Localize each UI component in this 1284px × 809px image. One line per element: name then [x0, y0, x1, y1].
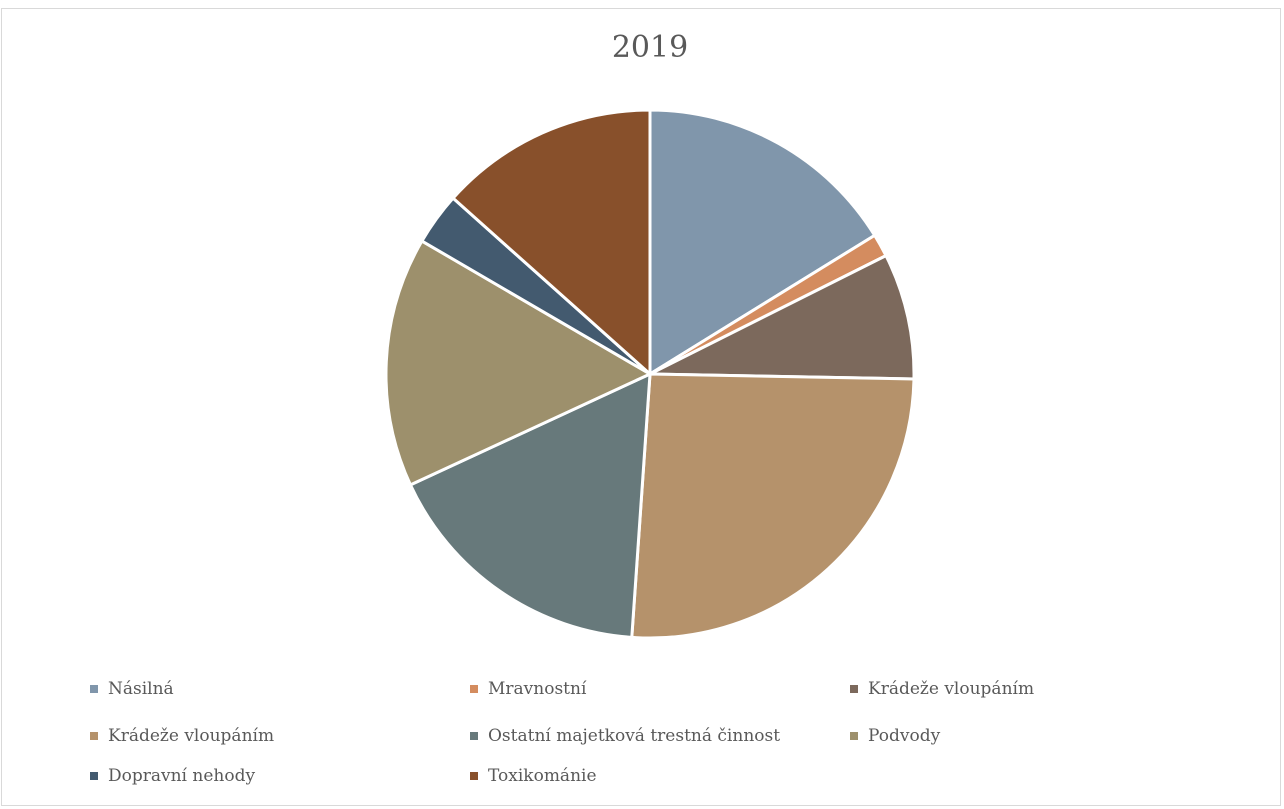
- legend-item-1: Mravnostní: [470, 679, 586, 699]
- legend-swatch: [90, 732, 98, 740]
- chart-title: 2019: [611, 30, 689, 65]
- pie-slice-7: [451, 108, 652, 376]
- legend-item-7: Toxikománie: [470, 766, 597, 786]
- legend-label: Krádeže vloupáním: [108, 726, 275, 746]
- legend-swatch: [470, 772, 478, 780]
- legend-label: Krádeže vloupáním: [868, 679, 1035, 699]
- pie-slice-4: [408, 372, 652, 639]
- pie-slice-2: [648, 254, 916, 381]
- legend-label: Toxikománie: [488, 766, 597, 786]
- legend-item-6: Dopravní nehody: [90, 766, 255, 786]
- legend-item-5: Podvody: [850, 726, 940, 746]
- legend-label: Ostatní majetková trestná činnost: [488, 726, 781, 746]
- legend-swatch: [470, 685, 478, 693]
- legend-item-4: Ostatní majetková trestná činnost: [470, 726, 780, 746]
- legend-label: Dopravní nehody: [108, 766, 256, 786]
- legend-label: Mravnostní: [488, 679, 587, 699]
- legend-label: Podvody: [868, 726, 941, 746]
- legend-swatch: [90, 685, 98, 693]
- legend-item-0: Násilná: [90, 679, 174, 699]
- legend-swatch: [470, 732, 478, 740]
- pie-slice-3: [630, 372, 916, 640]
- legend-swatch: [90, 772, 98, 780]
- legend-swatch: [850, 685, 858, 693]
- legend-label: Násilná: [108, 679, 174, 699]
- legend-item-3: Krádeže vloupáním: [90, 726, 274, 746]
- legend-swatch: [850, 732, 858, 740]
- pie-slice-5: [384, 239, 652, 487]
- legend-item-2: Krádeže vloupáním: [850, 679, 1034, 699]
- pie-slice-0: [648, 108, 877, 376]
